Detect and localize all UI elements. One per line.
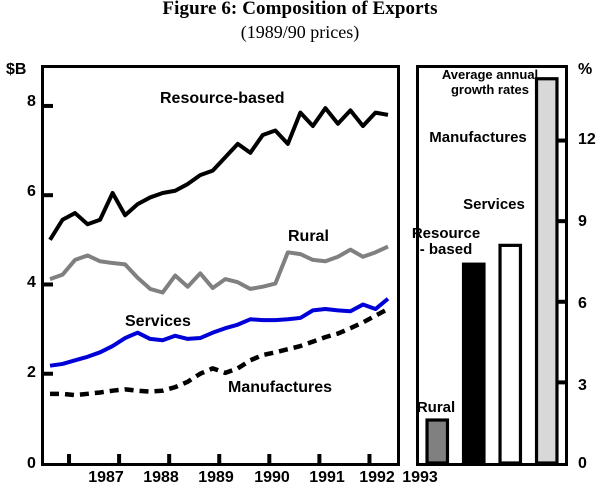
series-label-rural: Rural: [288, 228, 329, 245]
bar-label-services: Services: [463, 196, 525, 213]
xtick-1988: 1988: [143, 469, 179, 486]
figure-subtitle: (1989/90 prices): [240, 22, 360, 42]
xtick-1989: 1989: [198, 469, 234, 486]
line-chart-plot-area: [41, 65, 400, 466]
left-ytick-4: 4: [27, 274, 36, 291]
bar-chart-note: Average annual growth rates: [420, 67, 560, 98]
bar-label-resource-based: Resource - based: [402, 226, 490, 258]
bar-label-rural: Rural: [416, 399, 456, 416]
left-axis-unit-label: $B: [6, 61, 27, 78]
bar-services: [498, 243, 523, 463]
right-axis-unit-label: %: [578, 61, 593, 78]
xtick-1991: 1991: [309, 469, 345, 486]
bar-label-manufactures: Manufactures: [429, 129, 527, 146]
left-ytick-8: 8: [27, 93, 36, 110]
bar-resource-based: [461, 262, 486, 463]
figure-title: Figure 6: Composition of Exports: [162, 0, 438, 19]
right-ytick-12: 12: [578, 131, 596, 148]
left-ytick-0: 0: [27, 455, 36, 472]
bar-label-resource-line-2: - based: [419, 240, 473, 258]
xtick-1990: 1990: [254, 469, 290, 486]
right-ytick-3: 3: [578, 377, 587, 394]
series-label-manufactures: Manufactures: [228, 379, 333, 396]
line-series-resource-based: [48, 106, 389, 241]
bar-label-resource-line-1: Resource: [411, 225, 481, 242]
left-ytick-6: 6: [27, 183, 36, 200]
bar-chart-note-line-1: Average annual: [441, 67, 539, 82]
bar-chart-svg: [425, 77, 565, 463]
xtick-1987: 1987: [88, 469, 124, 486]
right-ytick-0: 0: [578, 455, 587, 472]
line-chart-svg: [44, 103, 390, 463]
bar-chart-plot-area: [416, 65, 568, 466]
line-series-rural: [49, 244, 389, 295]
right-ytick-9: 9: [578, 213, 587, 230]
series-label-resource-based: Resource-based: [160, 90, 285, 107]
bar-rural: [425, 418, 450, 463]
bar-chart-note-line-2: growth rates: [450, 81, 529, 97]
left-ytick-2: 2: [27, 364, 36, 381]
line-series-services: [49, 297, 390, 368]
xtick-1992: 1992: [359, 469, 395, 486]
right-ytick-6: 6: [578, 295, 587, 312]
series-label-services: Services: [125, 313, 191, 330]
xtick-1993: 1993: [402, 469, 438, 486]
bar-manufactures: [534, 77, 559, 463]
